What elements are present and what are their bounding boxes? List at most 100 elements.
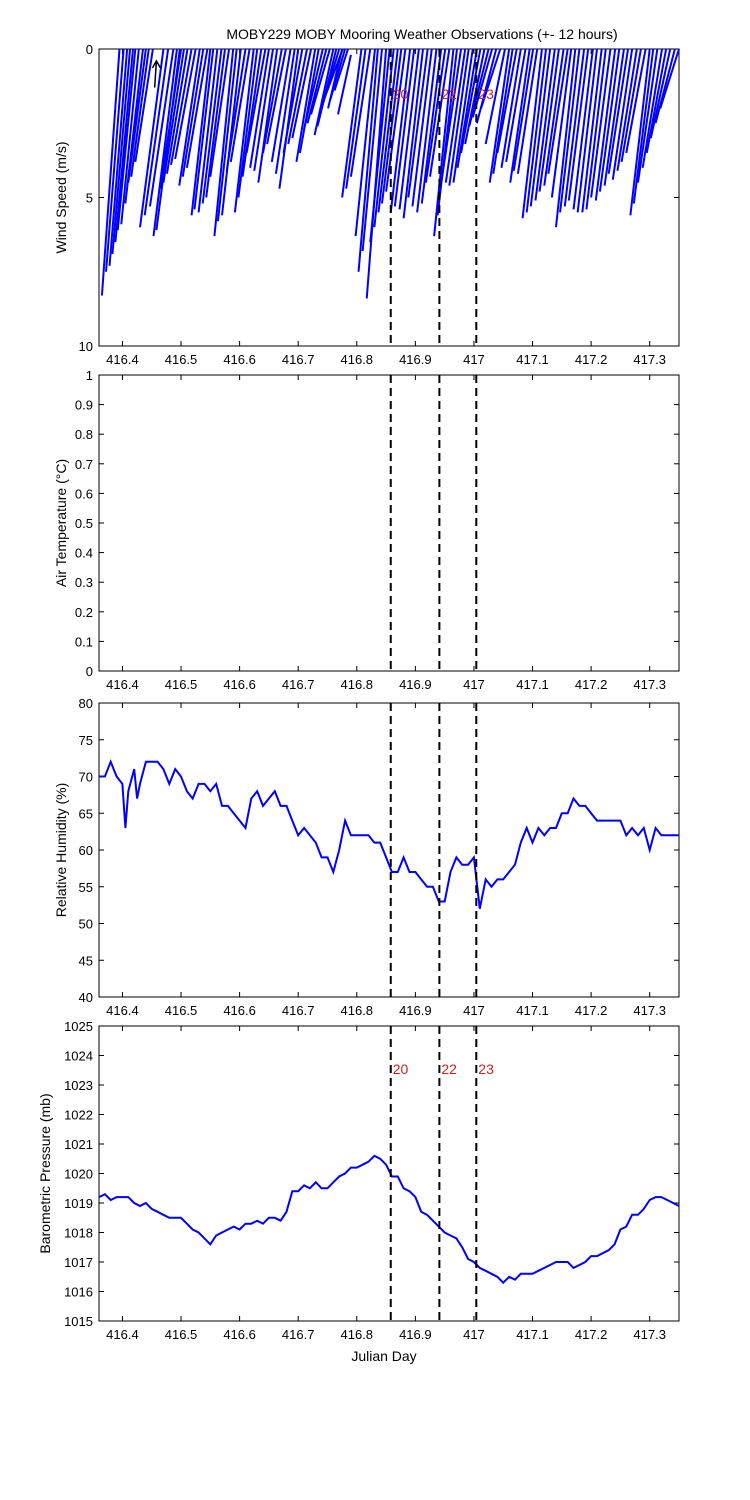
wind-vector — [345, 48, 367, 189]
wind-vector — [237, 48, 259, 198]
wind-vector — [407, 48, 429, 198]
wind-vector — [341, 48, 363, 198]
wind-vector — [654, 48, 676, 124]
y-tick-label: 1024 — [64, 1049, 93, 1064]
wind-vector — [148, 48, 175, 207]
wind-vector — [337, 54, 352, 115]
wind-vector — [402, 48, 424, 219]
y-tick-label: 0.5 — [75, 516, 93, 531]
wind-vector — [114, 48, 134, 243]
wind-vector — [282, 48, 304, 154]
y-tick-label: 0.3 — [75, 575, 93, 590]
wind-vector — [197, 48, 219, 213]
y-tick-label: 1023 — [64, 1078, 93, 1093]
wind-vector — [349, 48, 372, 177]
wind-vector — [178, 48, 201, 186]
wind-vector — [216, 48, 238, 222]
wind-vector — [616, 48, 638, 171]
wind-vector — [108, 48, 129, 266]
x-tick-label: 417.3 — [633, 1003, 666, 1018]
x-tick-label: 416.5 — [165, 352, 198, 367]
y-tick-label: 0 — [86, 42, 93, 57]
y-tick-label: 5 — [86, 191, 93, 206]
wind-vector — [165, 48, 189, 174]
y-tick-label: 0 — [86, 664, 93, 679]
wind-vector — [547, 48, 569, 174]
pressure-series-line — [98, 1154, 680, 1285]
y-tick-label: 70 — [79, 770, 93, 785]
y-tick-label: 1022 — [64, 1108, 93, 1123]
x-tick-label: 416.5 — [165, 677, 198, 692]
wind-vector — [645, 48, 668, 154]
wind-vector — [500, 48, 522, 168]
x-tick-label: 416.8 — [341, 1003, 374, 1018]
wind-vector — [270, 48, 292, 163]
y-tick-label: 0.7 — [75, 457, 93, 472]
x-tick-label: 416.4 — [106, 1003, 139, 1018]
wind-vector — [484, 48, 506, 145]
x-tick-label: 417 — [463, 1003, 485, 1018]
y-tick-label: 55 — [79, 880, 93, 895]
wind-vector — [329, 48, 347, 100]
x-tick-label: 417.3 — [633, 677, 666, 692]
event-marker-label: 23 — [478, 86, 494, 102]
x-tick-label: 416.9 — [399, 1003, 432, 1018]
figure-title: MOBY229 MOBY Mooring Weather Observation… — [226, 26, 617, 42]
wind-vector — [585, 48, 607, 210]
wind-vector — [429, 48, 451, 177]
wind-vector — [488, 48, 511, 183]
y-tick-label: 80 — [79, 696, 93, 711]
wind-vector — [139, 48, 165, 228]
wind-vector — [385, 48, 407, 192]
wind-vector — [534, 48, 556, 201]
wind-vector — [287, 48, 308, 145]
wind-vector — [559, 48, 581, 213]
plot-frame — [98, 374, 680, 672]
wind-vector — [480, 48, 502, 109]
wind-vector — [448, 48, 470, 186]
wind-vector — [492, 48, 514, 174]
x-tick-label: 416.7 — [282, 352, 315, 367]
wind-vector — [201, 48, 223, 204]
y-tick-label: 1021 — [64, 1137, 93, 1152]
panel-wind: 0 5 10 416.4 416.5 416.6 416.7 416.8 416.9 417 417… — [53, 42, 680, 367]
y-tick-label: 1020 — [64, 1167, 93, 1182]
wind-vector — [134, 48, 154, 163]
x-tick-label: 416.6 — [223, 677, 256, 692]
wind-vector — [424, 48, 447, 183]
y-tick-label: 1 — [86, 368, 93, 383]
x-tick-label: 416.7 — [282, 677, 315, 692]
wind-vector — [649, 48, 672, 139]
x-tick-label: 417.3 — [633, 352, 666, 367]
wind-vector — [625, 48, 647, 154]
x-tick-label: 416.6 — [223, 1003, 256, 1018]
x-axis-label: Julian Day — [351, 1348, 416, 1364]
y-axis-label: Relative Humidity (%) — [53, 783, 69, 918]
wind-vector — [525, 48, 548, 213]
wind-vector — [170, 48, 193, 166]
wind-vector — [576, 48, 598, 213]
wind-vector — [249, 48, 270, 168]
x-tick-label: 417.3 — [633, 1327, 666, 1342]
y-tick-label: 10 — [79, 339, 93, 354]
wind-vector — [420, 48, 443, 204]
y-axis-label: Air Temperature (°C) — [53, 459, 69, 587]
event-marker-label: 20 — [393, 86, 409, 102]
wind-vector — [291, 48, 313, 139]
wind-vector — [377, 48, 399, 213]
panel-pressure: 1015 1016 1017 1018 1019 1020 1021 1022 1023 1024… — [37, 1019, 680, 1364]
x-tick-label: 417 — [463, 352, 485, 367]
wind-vector — [174, 48, 197, 160]
y-tick-label: 65 — [79, 806, 93, 821]
wind-vector — [521, 48, 543, 219]
x-tick-label: 416.9 — [399, 677, 432, 692]
wind-vector — [512, 48, 535, 171]
wind-vector — [298, 48, 320, 154]
y-tick-label: 45 — [79, 953, 93, 968]
x-tick-label: 417.2 — [575, 677, 608, 692]
event-marker-label: 22 — [441, 1061, 457, 1077]
y-tick-label: 1018 — [64, 1226, 93, 1241]
event-marker-label: 23 — [478, 1061, 494, 1077]
wind-vector — [632, 48, 655, 204]
wind-vector — [354, 48, 376, 237]
